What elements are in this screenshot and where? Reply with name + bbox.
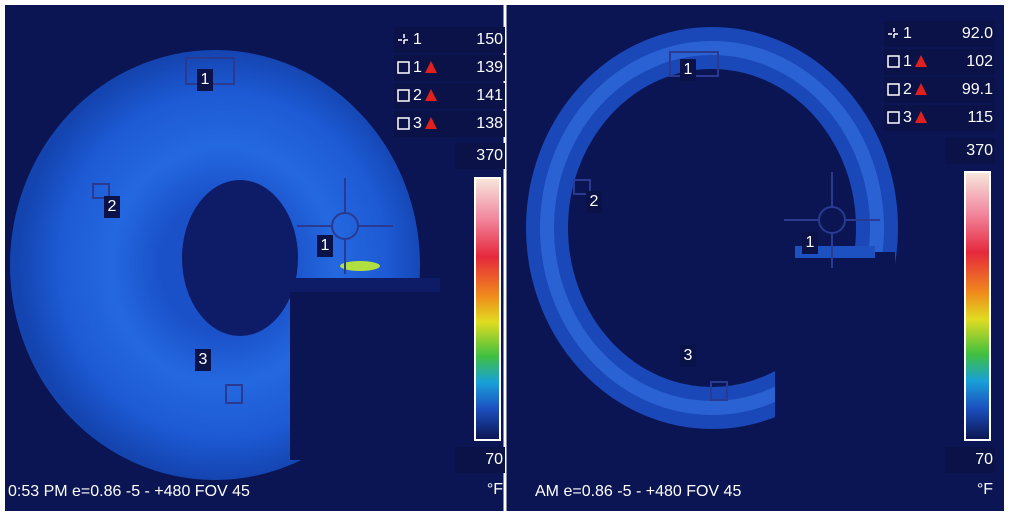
box-marker-label: 1 — [201, 71, 210, 88]
reading-label: 1 — [413, 31, 422, 48]
box-marker-label: 2 — [108, 198, 117, 215]
reading-value: 139 — [476, 59, 503, 76]
reading-value: 138 — [476, 115, 503, 132]
scale-max: 370 — [476, 147, 503, 164]
spot-marker-label: 1 — [806, 234, 815, 251]
reading-value: 141 — [476, 87, 503, 104]
reading-value: 99.1 — [962, 81, 993, 98]
scale-unit: °F — [977, 481, 993, 498]
reading-value: 92.0 — [962, 25, 993, 42]
scale-unit: °F — [487, 481, 503, 498]
scale-max: 370 — [966, 142, 993, 159]
reading-label: 2 — [413, 87, 422, 104]
colorbar — [965, 172, 990, 440]
spot-marker-label: 1 — [321, 237, 330, 254]
reading-label: 3 — [413, 115, 422, 132]
box-marker-label: 2 — [590, 193, 599, 210]
reading-value: 150 — [476, 31, 503, 48]
reading-label: 1 — [413, 59, 422, 76]
thermal-screenshot: 115011392141313837070°F0:53 PM e=0.86 -5… — [0, 0, 1009, 516]
box-marker-label: 1 — [684, 61, 693, 78]
reading-value: 102 — [966, 53, 993, 70]
reading-label: 1 — [903, 25, 912, 42]
scale-min: 70 — [485, 451, 503, 468]
reading-label: 1 — [903, 53, 912, 70]
reading-label: 3 — [903, 109, 912, 126]
box-marker-label: 3 — [684, 347, 693, 364]
reading-value: 115 — [967, 109, 993, 126]
reading-label: 2 — [903, 81, 912, 98]
colorbar — [475, 178, 500, 440]
status-bar: 0:53 PM e=0.86 -5 - +480 FOV 45 — [8, 483, 250, 500]
scale-min: 70 — [975, 451, 993, 468]
box-marker-label: 3 — [199, 351, 208, 368]
status-bar: AM e=0.86 -5 - +480 FOV 45 — [535, 483, 741, 500]
